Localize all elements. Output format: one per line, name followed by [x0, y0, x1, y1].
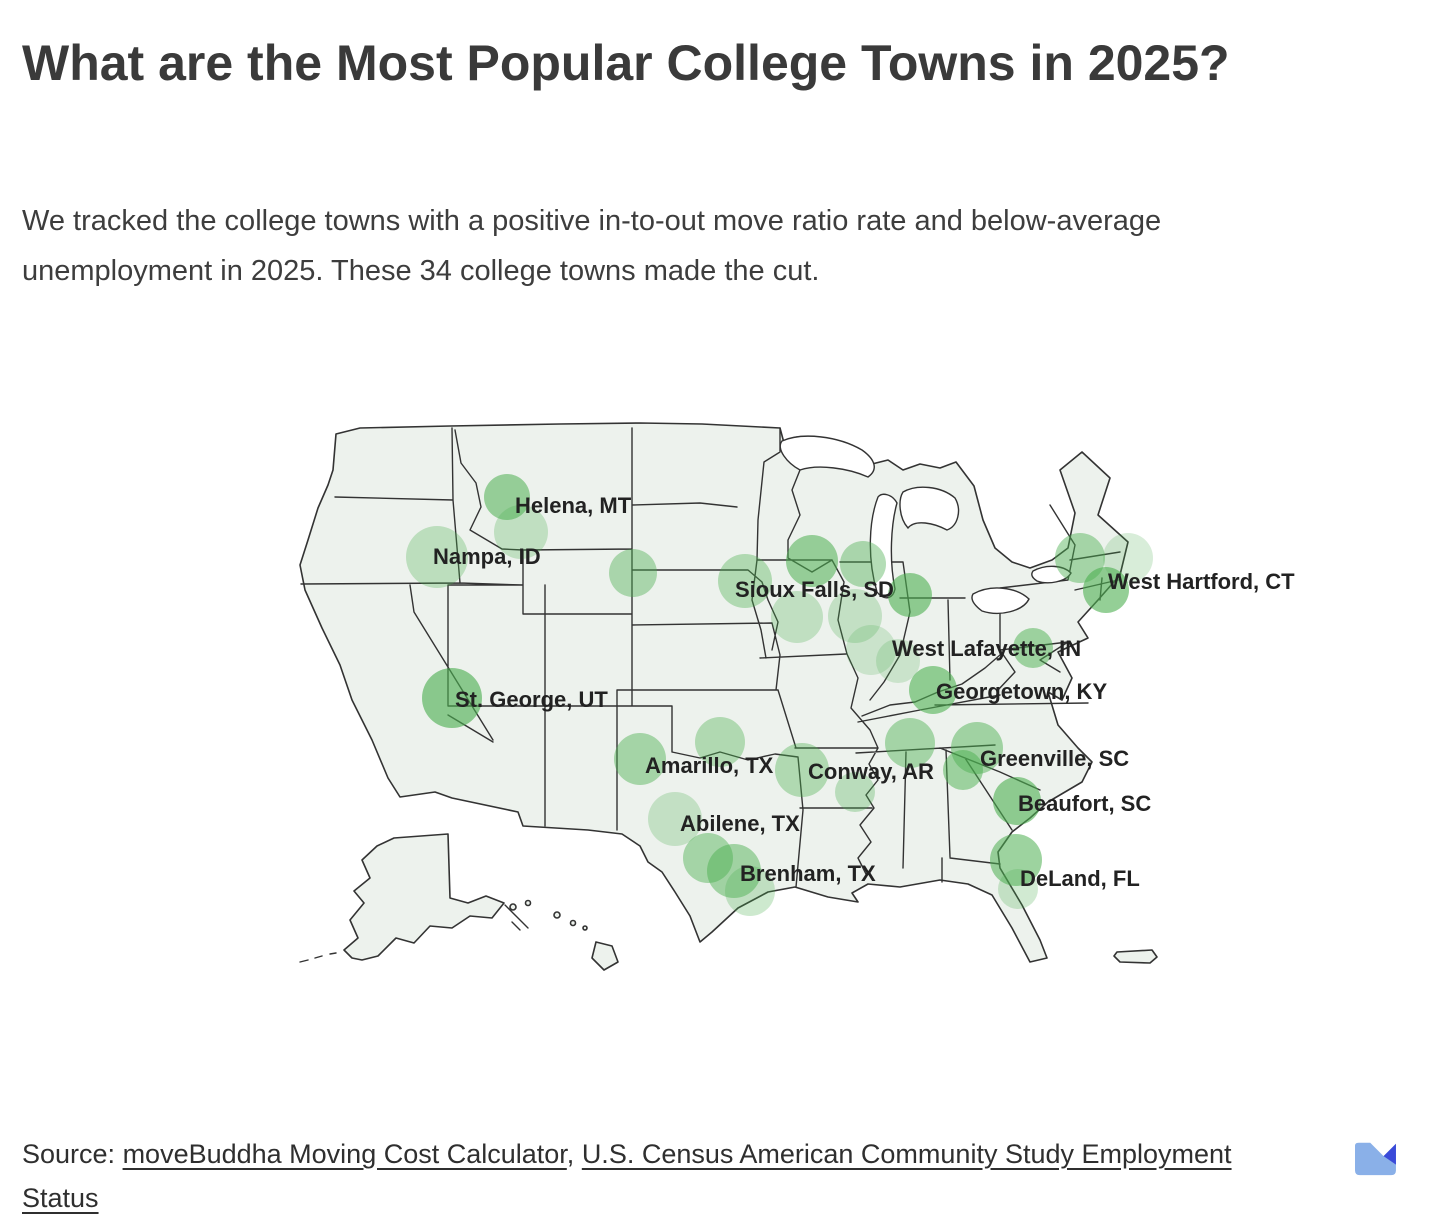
lake-huron — [899, 486, 960, 531]
town-marker-unlabeled — [494, 505, 548, 559]
logo-light-shape — [1355, 1142, 1396, 1176]
town-marker-unlabeled — [846, 625, 896, 675]
town-labels: Helena, MT Nampa, ID Sioux Falls, SD West H… — [433, 493, 1295, 891]
movebuddha-logo[interactable] — [1352, 1138, 1398, 1178]
us-outline — [299, 422, 1129, 963]
map-label: Sioux Falls, SD — [735, 577, 894, 602]
map-label: DeLand, FL — [1020, 866, 1140, 891]
map-label: Greenville, SC — [980, 746, 1129, 771]
map-label: West Hartford, CT — [1108, 569, 1295, 594]
map-label: West Lafayette, IN — [892, 636, 1081, 661]
town-marker-unlabeled — [998, 869, 1038, 909]
town-markers — [406, 474, 1153, 916]
map-landmass — [299, 422, 1158, 971]
source-link-census[interactable]: U.S. Census American Community Study Emp… — [22, 1139, 1232, 1213]
town-marker — [614, 733, 666, 785]
town-marker — [648, 792, 702, 846]
map-label: Helena, MT — [515, 493, 632, 518]
hawaii-islands — [509, 899, 619, 971]
map-label: Nampa, ID — [433, 544, 541, 569]
lake-superior — [779, 435, 875, 478]
lake-ontario — [1031, 565, 1072, 584]
page-subtitle: We tracked the college towns with a posi… — [22, 205, 1162, 287]
town-marker — [1083, 567, 1129, 613]
town-marker-unlabeled — [718, 554, 772, 608]
map-label: Beaufort, SC — [1018, 791, 1151, 816]
lake-erie — [971, 587, 1030, 615]
map-label: Georgetown, KY — [936, 679, 1107, 704]
town-marker — [707, 844, 761, 898]
source-link-movebuddha[interactable]: moveBuddha Moving Cost Calculator — [122, 1139, 567, 1169]
town-marker — [484, 474, 530, 520]
town-marker — [775, 743, 829, 797]
town-marker-unlabeled — [609, 549, 657, 597]
town-marker-unlabeled — [828, 589, 882, 643]
town-marker-unlabeled — [695, 717, 745, 767]
map-label: Abilene, TX — [680, 811, 800, 836]
source-separator: , — [566, 1139, 582, 1169]
source-prefix: Source: — [22, 1139, 123, 1169]
map-label: Amarillo, TX — [645, 753, 774, 778]
alaska-panhandle — [299, 904, 529, 963]
source-line: Source: moveBuddha Moving Cost Calculato… — [22, 1132, 1302, 1220]
town-marker-unlabeled — [1055, 533, 1105, 583]
puerto-rico-outline — [1113, 949, 1158, 964]
page-title: What are the Most Popular College Towns … — [22, 35, 1230, 91]
town-marker-unlabeled — [943, 750, 983, 790]
map-label: Conway, AR — [808, 759, 934, 784]
town-marker-unlabeled — [683, 833, 733, 883]
logo-dark-shape — [1383, 1143, 1396, 1165]
town-marker-unlabeled — [840, 541, 886, 587]
town-marker-unlabeled — [876, 639, 920, 683]
town-marker — [786, 535, 838, 587]
map-label: St. George, UT — [455, 687, 608, 712]
map-label: Brenham, TX — [740, 861, 876, 886]
town-marker — [993, 777, 1041, 825]
town-marker-unlabeled — [771, 591, 823, 643]
town-marker-unlabeled — [725, 866, 775, 916]
town-marker — [406, 526, 468, 588]
town-marker — [1013, 628, 1053, 668]
town-marker — [909, 666, 957, 714]
town-marker-unlabeled — [885, 718, 935, 768]
town-marker-unlabeled — [835, 772, 875, 812]
town-marker — [422, 668, 482, 728]
town-marker — [990, 834, 1042, 886]
town-marker-unlabeled — [888, 573, 932, 617]
alaska-outline — [343, 833, 505, 961]
